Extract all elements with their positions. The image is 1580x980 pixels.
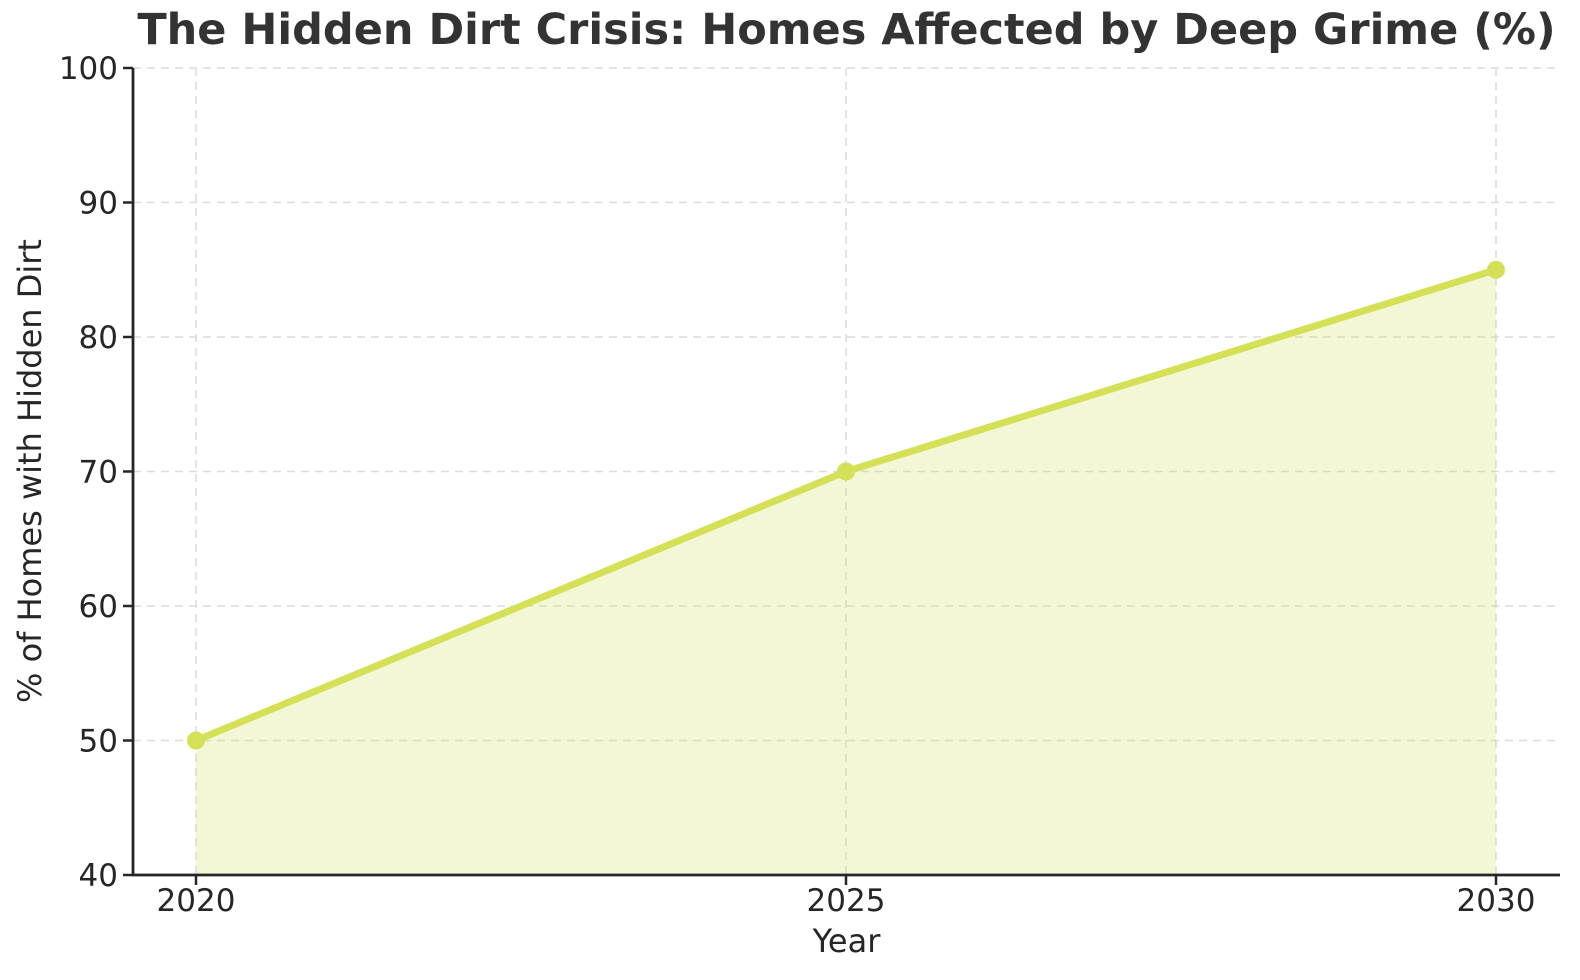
tick-labels: 40 50 60 70 80 90 100 2020 2025 2030 — [59, 51, 1536, 919]
y-tick-label: 40 — [79, 858, 118, 894]
y-tick-label: 80 — [79, 320, 118, 356]
data-point — [837, 462, 855, 481]
x-tick-label: 2030 — [1457, 883, 1536, 919]
data-point — [187, 731, 205, 750]
y-tick-label: 90 — [79, 185, 118, 221]
y-tick-label: 50 — [79, 723, 118, 759]
area-fill — [196, 269, 1496, 875]
area — [196, 269, 1496, 875]
markers — [187, 260, 1505, 750]
x-tick-label: 2020 — [157, 883, 236, 919]
chart-title: The Hidden Dirt Crisis: Homes Affected b… — [137, 5, 1556, 55]
y-tick-label: 60 — [79, 589, 118, 625]
y-tick-label: 70 — [79, 454, 118, 490]
x-tick-label: 2025 — [807, 883, 886, 919]
x-axis-label: Year — [812, 922, 881, 960]
data-point — [1487, 260, 1505, 279]
tick-marks — [123, 66, 1498, 885]
y-tick-label: 100 — [59, 51, 118, 87]
